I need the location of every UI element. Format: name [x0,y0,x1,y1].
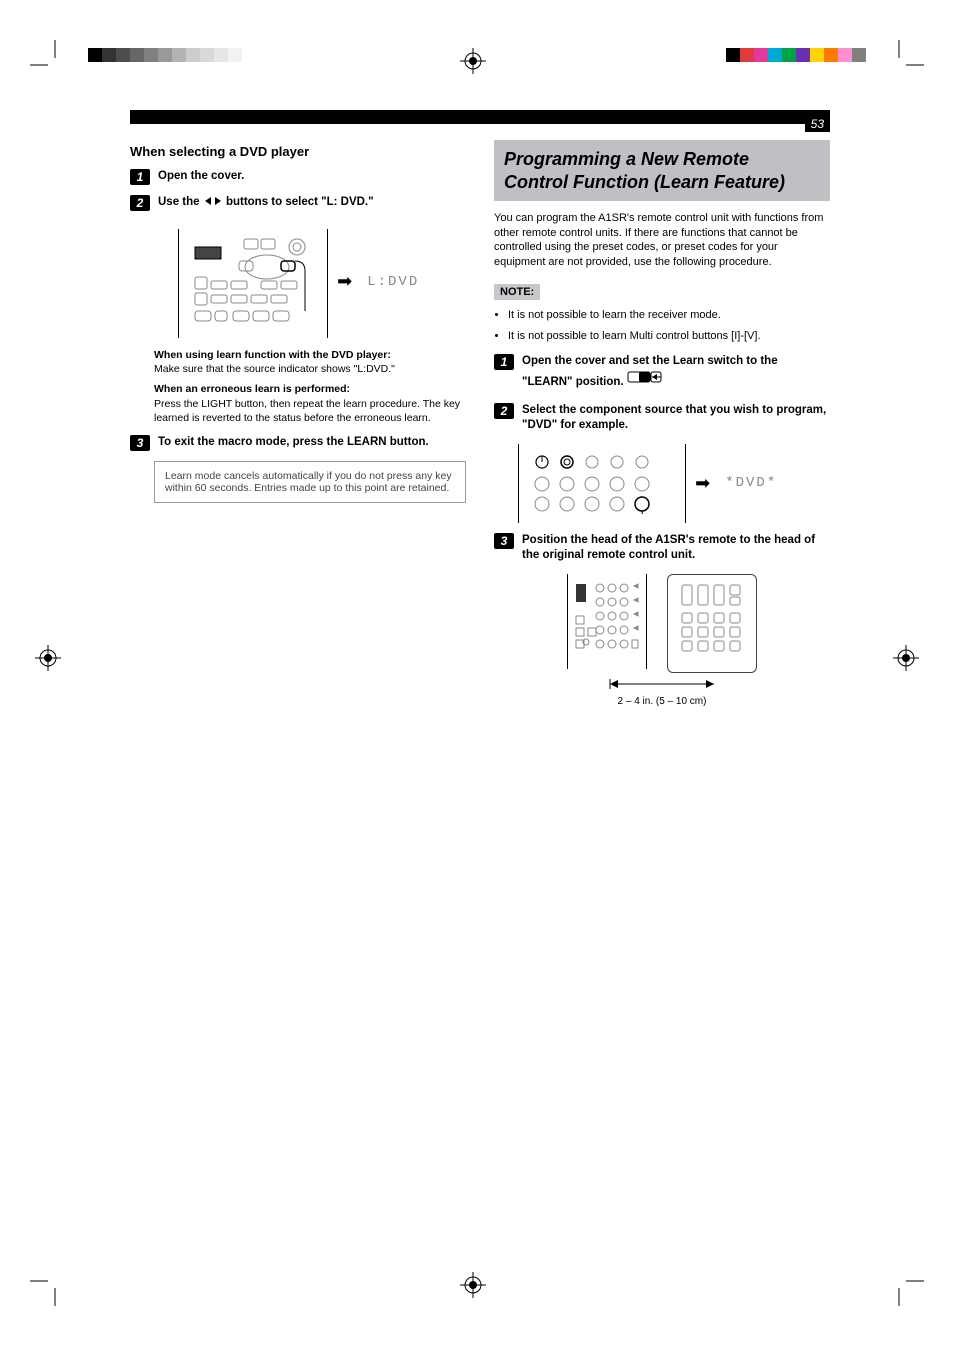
remote-buttons-right-svg [527,450,677,514]
registration-mark-top [460,48,486,79]
color-swatch [796,48,810,62]
page-number: 53 [805,116,830,132]
section-title-line-2: Control Function (Learn Feature) [504,171,820,194]
display-left-label: L:DVD [367,274,419,290]
left-block-2: When an erroneous learn is performed: Pr… [154,382,466,425]
note-label: NOTE: [494,284,540,300]
gray-swatch [144,48,158,62]
grayscale-bar [88,48,242,62]
note-list: It is not possible to learn the receiver… [508,308,830,344]
left-step-2: 2 Use the buttons to select "L: DVD." [130,195,466,211]
color-swatch [782,48,796,62]
distance-label: 2 – 4 in. (5 – 10 cm) [494,696,830,707]
color-swatch [824,48,838,62]
step-number-2: 2 [130,195,150,211]
left-heading: When selecting a DVD player [130,144,466,159]
gray-swatch [130,48,144,62]
step-number-2-r: 2 [494,403,514,419]
header-rule [130,110,830,124]
left-step-2-text: Use the buttons to select "L: DVD." [158,195,374,211]
gray-swatch [172,48,186,62]
remote-illustration-right [518,444,686,523]
crop-mark-br [894,1276,924,1311]
right-step-3: 3 Position the head of the A1SR's remote… [494,533,830,564]
right-step-1: 1 Open the cover and set the Learn switc… [494,354,830,393]
left-step-1-text: Open the cover. [158,169,244,185]
remote-buttons-svg [189,237,319,327]
remote-illustration-left [178,229,328,338]
gray-swatch [228,48,242,62]
crop-mark-tl [30,40,60,75]
color-swatch [740,48,754,62]
other-remote-icon [667,574,757,673]
color-bar [726,48,866,62]
distance-arrow [494,677,830,694]
triangle-right-icon [215,197,221,205]
gray-swatch [158,48,172,62]
color-swatch [726,48,740,62]
triangle-left-icon [205,197,211,205]
arrow-right-icon-2: ➡ [695,473,710,494]
gray-swatch [116,48,130,62]
right-step-2: 2 Select the component source that you w… [494,403,830,434]
color-swatch [852,48,866,62]
note-item: It is not possible to learn the receiver… [508,308,830,323]
step-number-1: 1 [130,169,150,185]
a1sr-remote-icon [567,574,647,669]
gray-swatch [102,48,116,62]
right-step-2-text: Select the component source that you wis… [522,403,830,434]
color-swatch [810,48,824,62]
note-item: It is not possible to learn Multi contro… [508,329,830,344]
left-block-2-title: When an erroneous learn is performed: [154,382,466,396]
left-block-1: When using learn function with the DVD p… [154,348,466,376]
left-step-1: 1 Open the cover. [130,169,466,185]
display-right-label: *DVD* [725,475,777,491]
crop-mark-tr [894,40,924,75]
learn-switch-icon [627,369,663,393]
section-title: Programming a New Remote Control Functio… [494,140,830,201]
facing-remotes-diagram [494,574,830,673]
color-swatch [838,48,852,62]
crop-mark-bl [30,1276,60,1311]
arrow-right-icon: ➡ [337,271,352,292]
left-block-2-body: Press the LIGHT button, then repeat the … [154,397,466,425]
left-column: When selecting a DVD player 1 Open the c… [130,140,466,707]
registration-mark-bottom [460,1272,486,1303]
right-intro: You can program the A1SR's remote contro… [494,211,830,270]
gray-swatch [186,48,200,62]
step-number-1-r: 1 [494,354,514,370]
right-step-3-text: Position the head of the A1SR's remote t… [522,533,830,564]
left-block-1-body: Make sure that the source indicator show… [154,362,466,376]
left-block-1-title: When using learn function with the DVD p… [154,348,466,362]
registration-mark-left [35,645,61,676]
left-gray-note: Learn mode cancels automatically if you … [154,461,466,503]
section-title-line-1: Programming a New Remote [504,148,820,171]
step-number-3-r: 3 [494,533,514,549]
left-step-3: 3 To exit the macro mode, press the LEAR… [130,435,466,451]
gray-swatch [214,48,228,62]
gray-swatch [88,48,102,62]
page-content: 53 When selecting a DVD player 1 Open th… [130,110,830,707]
color-swatch [768,48,782,62]
color-swatch [754,48,768,62]
right-column: Programming a New Remote Control Functio… [494,140,830,707]
right-step-1-text: Open the cover and set the Learn switch … [522,354,830,393]
registration-mark-right [893,645,919,676]
gray-swatch [200,48,214,62]
left-step-3-text: To exit the macro mode, press the LEARN … [158,435,429,451]
step-number-3: 3 [130,435,150,451]
